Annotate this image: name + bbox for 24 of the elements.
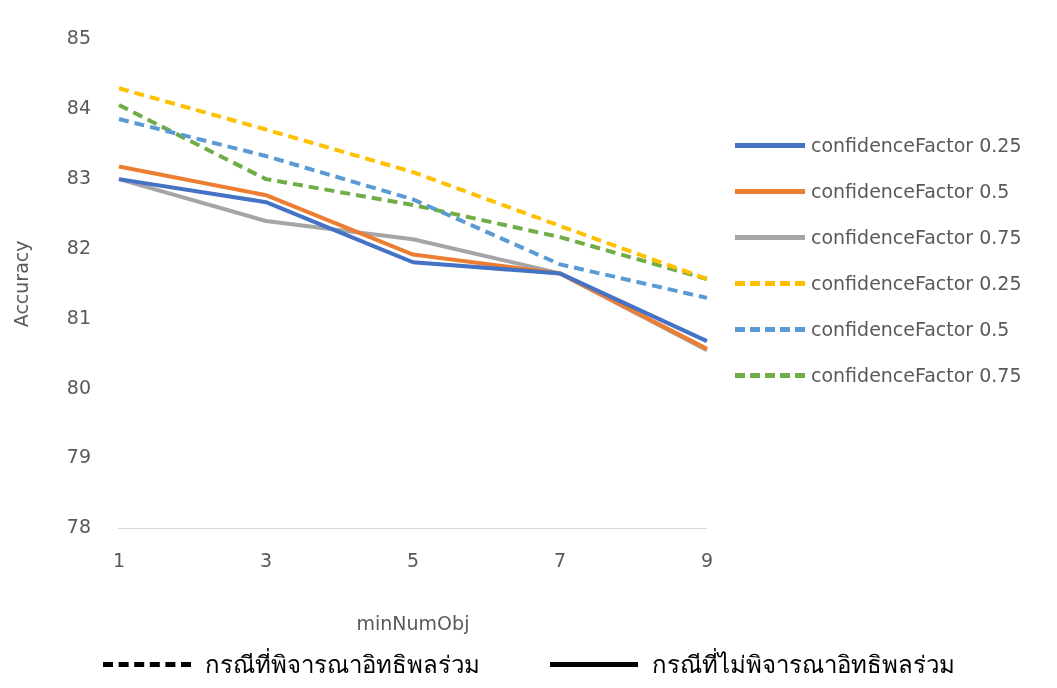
y-tick-label: 78 xyxy=(66,515,91,538)
x-tick-label: 7 xyxy=(553,548,567,571)
legend-label: confidenceFactor 0.75 xyxy=(811,364,1022,386)
y-tick-label: 79 xyxy=(66,445,91,468)
y-tick-label: 85 xyxy=(66,26,91,49)
legend-label: confidenceFactor 0.25 xyxy=(811,272,1022,294)
y-tick-label: 81 xyxy=(66,305,91,328)
y-tick-label: 84 xyxy=(66,96,91,119)
legend-label: confidenceFactor 0.5 xyxy=(811,180,1010,202)
x-tick-label: 3 xyxy=(259,548,273,571)
y-axis-title: Accuracy xyxy=(10,240,33,328)
legend-label: confidenceFactor 0.25 xyxy=(811,134,1022,156)
y-tick-label: 83 xyxy=(66,166,91,189)
legend-label: confidenceFactor 0.75 xyxy=(811,226,1022,248)
text: กรณีที่พิจารณาอิทธิพลร่วม xyxy=(204,647,480,681)
x-tick-label: 1 xyxy=(112,548,126,571)
x-tick-label: 9 xyxy=(700,548,713,571)
legend-label: confidenceFactor 0.5 xyxy=(811,318,1010,340)
x-axis-title: minNumObj xyxy=(356,611,470,634)
y-tick-label: 82 xyxy=(66,235,91,258)
y-tick-label: 80 xyxy=(66,375,91,398)
text: กรณีที่ไม่พิจารณาอิทธิพลร่วม xyxy=(651,647,955,681)
x-tick-label: 5 xyxy=(406,548,420,571)
line-series xyxy=(116,117,709,300)
